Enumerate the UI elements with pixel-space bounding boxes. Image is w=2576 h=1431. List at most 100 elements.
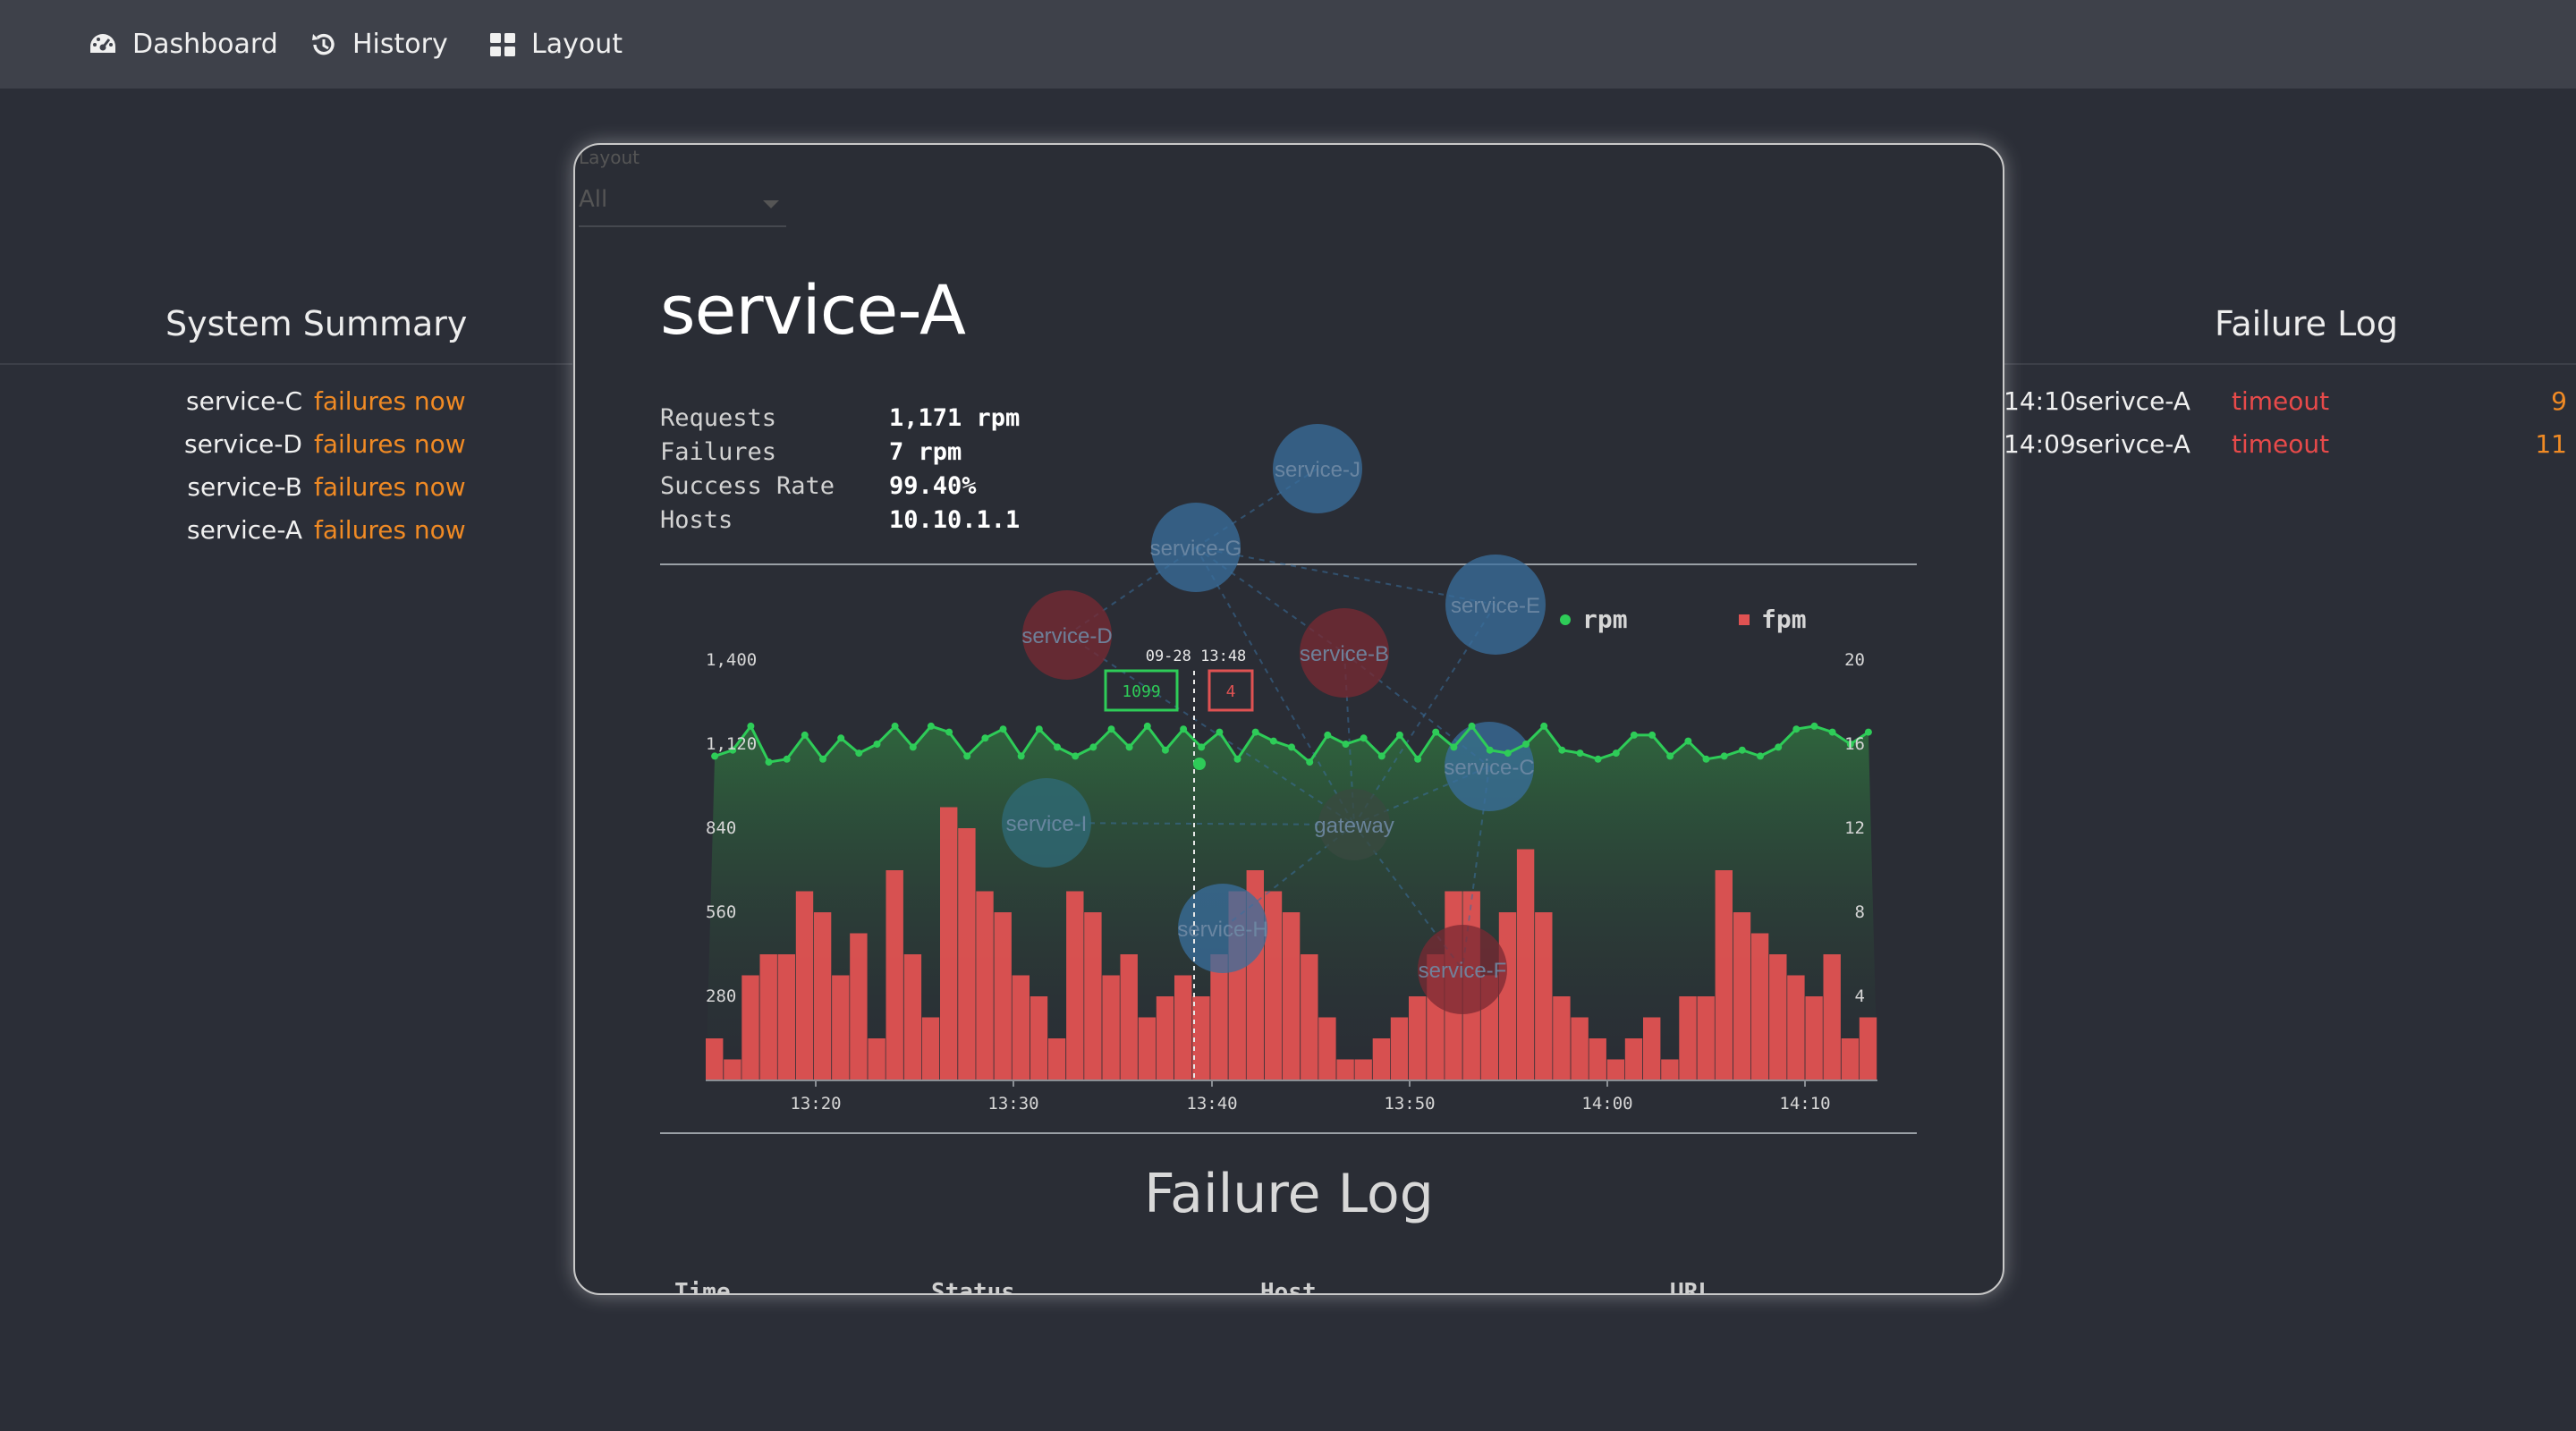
column-header-status[interactable]: Status (931, 1279, 1015, 1295)
fpm-bar (1264, 891, 1283, 1080)
fpm-bar (1174, 975, 1192, 1080)
graph-node (1002, 778, 1091, 868)
graph-link (1046, 822, 1355, 826)
fpm-bar (1102, 975, 1120, 1080)
x-tick-label: 13:30 (987, 1094, 1038, 1113)
crosshair-point (1193, 758, 1206, 770)
graph-node-label: service-H (1177, 918, 1267, 942)
fpm-bar (1661, 1059, 1679, 1080)
rpm-point (819, 755, 826, 763)
stat-value: 7 rpm (889, 438, 962, 466)
rpm-point (1720, 752, 1728, 760)
graph-node (1022, 590, 1112, 680)
rpm-point (1846, 741, 1854, 748)
rpm-point (1324, 731, 1332, 739)
rpm-point (1072, 752, 1080, 760)
system-summary-divider (0, 363, 572, 365)
rpm-point (1017, 752, 1025, 760)
failure-log-row[interactable]: 14:10 serivce-A timeout 9 (2004, 379, 2576, 422)
fpm-bar (706, 1038, 724, 1080)
rpm-point (1180, 725, 1188, 733)
fpm-bar (1120, 954, 1138, 1080)
fpm-bar (1210, 954, 1228, 1080)
rpm-point (1648, 731, 1657, 739)
graph-node (1178, 884, 1267, 973)
stat-row: Success Rate 99.40% (660, 472, 1020, 506)
fpm-bar (1624, 1038, 1643, 1080)
grid-layout-icon (490, 32, 515, 56)
summary-status: failures now (314, 385, 466, 416)
y-left-tick-label: 280 (706, 986, 736, 1006)
nav-layout[interactable]: Layout (488, 0, 623, 89)
fpm-bar (1535, 912, 1553, 1080)
summary-status: failures now (314, 428, 466, 459)
rpm-point (1233, 755, 1241, 763)
fpm-bar (1030, 996, 1048, 1080)
stat-value: 10.10.1.1 (889, 506, 1021, 534)
rpm-point (1251, 728, 1259, 736)
nav-dashboard[interactable]: Dashboard (88, 0, 278, 89)
graph-link (1066, 634, 1355, 826)
rpm-point (1864, 728, 1872, 736)
y-right-tick-label: 16 (1844, 734, 1865, 754)
fpm-bar (886, 870, 903, 1080)
tooltip-rpm-value: 1099 (1122, 682, 1160, 701)
column-header-host[interactable]: Host (1260, 1279, 1317, 1295)
rpm-point (1216, 728, 1224, 736)
legend-fpm-label: fpm (1761, 605, 1807, 634)
summary-row[interactable]: service-A failures now (0, 508, 572, 551)
stat-key: Requests (660, 404, 777, 432)
y-right-tick-label: 12 (1844, 818, 1865, 838)
fpm-bar (1301, 954, 1318, 1080)
fpm-bar (1354, 1059, 1372, 1080)
rpm-point (1594, 755, 1602, 763)
log-count: 9 (2551, 386, 2567, 416)
log-time: 14:09 (2004, 429, 2076, 459)
rpm-point (1540, 722, 1548, 730)
rpm-point (747, 722, 755, 730)
rpm-point (1288, 743, 1295, 751)
fpm-bar (1715, 870, 1733, 1080)
failure-log-row[interactable]: 14:09 serivce-A timeout 11 (2004, 422, 2576, 465)
column-header-time[interactable]: Time (674, 1279, 731, 1295)
fpm-bar (1012, 975, 1030, 1080)
nav-history[interactable]: History (309, 0, 448, 89)
rpm-point (729, 746, 737, 754)
rpm-point (945, 728, 953, 736)
summary-row[interactable]: service-D failures now (0, 422, 572, 465)
rpm-point (801, 731, 809, 739)
y-right-tick-label: 20 (1844, 650, 1865, 670)
x-tick-label: 14:00 (1581, 1094, 1632, 1113)
fpm-bar (903, 954, 922, 1080)
graph-node-label: gateway (1314, 814, 1394, 838)
tooltip-time: 09-28 13:48 (1146, 648, 1247, 665)
y-left-tick-label: 1,120 (706, 734, 757, 754)
stat-value: 99.40% (889, 472, 977, 500)
fpm-bar (850, 933, 868, 1080)
nav-history-label: History (352, 29, 448, 60)
layout-select[interactable]: All (579, 186, 786, 227)
summary-row[interactable]: service-C failures now (0, 379, 572, 422)
stat-key: Failures (660, 438, 777, 466)
fpm-bar (1643, 1017, 1661, 1080)
graph-node (1151, 503, 1241, 592)
y-left-tick-label: 1,400 (706, 650, 757, 670)
rpm-point (1612, 749, 1620, 758)
nav-dashboard-label: Dashboard (132, 29, 278, 60)
fpm-bar (1047, 1038, 1066, 1080)
x-tick-label: 13:50 (1384, 1094, 1435, 1113)
rpm-point (1757, 752, 1764, 760)
fpm-bar (868, 1038, 886, 1080)
rpm-point (1395, 731, 1403, 739)
rpm-point (1450, 743, 1458, 751)
rpm-point (927, 722, 935, 730)
fpm-bar (1859, 1017, 1877, 1080)
summary-service: service-B (187, 471, 302, 502)
column-header-url[interactable]: URL (1670, 1279, 1712, 1295)
fpm-bar (994, 912, 1012, 1080)
fpm-bar (1409, 996, 1427, 1080)
graph-node (1300, 608, 1389, 698)
summary-row[interactable]: service-B failures now (0, 465, 572, 508)
rpm-point (1089, 743, 1097, 751)
graph-node-label: service-D (1021, 624, 1112, 648)
